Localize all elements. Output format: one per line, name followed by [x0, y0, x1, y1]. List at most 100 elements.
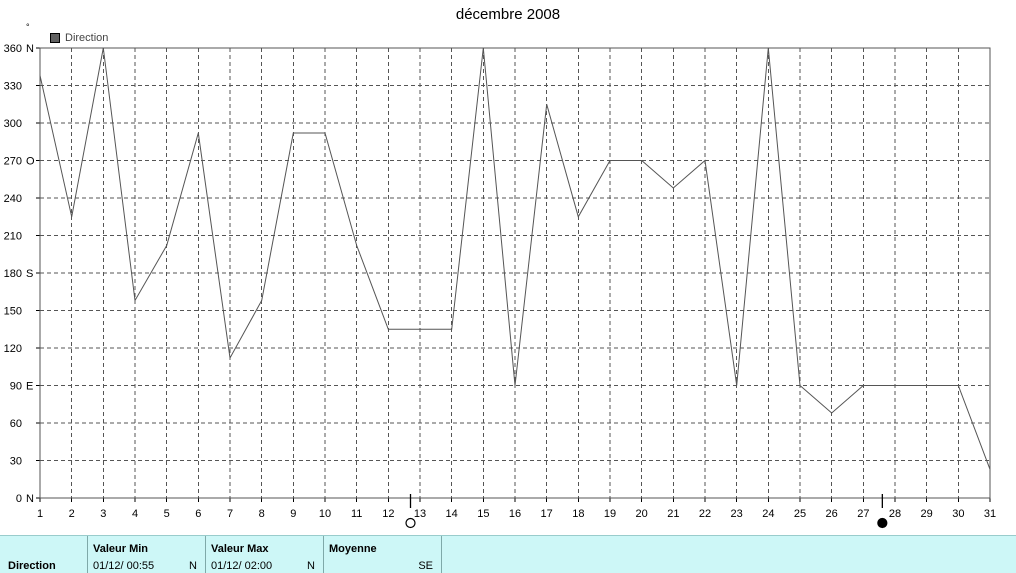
x-tick-label: 4 — [132, 508, 138, 520]
data-point — [609, 159, 612, 162]
x-tick-label: 20 — [636, 508, 648, 520]
x-tick-label: 2 — [69, 508, 75, 520]
x-tick-label: 26 — [826, 508, 838, 520]
data-point — [387, 328, 390, 331]
x-tick-label: 31 — [984, 508, 996, 520]
stats-max-direction: N — [307, 560, 315, 572]
y-tick-direction: S — [26, 268, 33, 280]
data-point — [704, 159, 707, 162]
x-tick-label: 14 — [446, 508, 458, 520]
data-point — [134, 299, 137, 302]
x-tick-label: 9 — [290, 508, 296, 520]
x-tick-label: 8 — [259, 508, 265, 520]
data-point — [830, 412, 833, 415]
stats-min-cell: Valeur Min 01/12/ 00:55 N — [88, 536, 206, 573]
x-tick-label: 15 — [477, 508, 489, 520]
full-moon-icon — [405, 517, 416, 529]
stats-avg-header: Moyenne — [329, 543, 377, 555]
x-tick-label: 18 — [572, 508, 584, 520]
data-point — [672, 187, 675, 190]
x-tick-label: 3 — [100, 508, 106, 520]
y-tick-label: 330 — [4, 81, 22, 93]
stats-min-header: Valeur Min — [93, 543, 149, 555]
x-tick-label: 6 — [195, 508, 201, 520]
legend-swatch — [50, 33, 60, 43]
data-point — [957, 384, 960, 387]
data-point — [735, 384, 738, 387]
y-tick-label: 270 — [4, 156, 22, 168]
plot-frame — [39, 47, 991, 499]
data-point — [324, 132, 327, 135]
data-point — [925, 384, 928, 387]
y-tick-direction: O — [26, 156, 35, 168]
y-tick-label: 360 — [4, 43, 22, 55]
y-tick-direction: N — [26, 43, 34, 55]
y-tick-label: 300 — [4, 118, 22, 130]
data-point — [577, 215, 580, 218]
x-tick-label: 24 — [762, 508, 774, 520]
data-point — [197, 132, 200, 135]
stats-avg-direction: SE — [418, 560, 433, 572]
y-tick-label: 210 — [4, 231, 22, 243]
x-tick-label: 28 — [889, 508, 901, 520]
x-tick-label: 30 — [952, 508, 964, 520]
y-tick-label: 240 — [4, 193, 22, 205]
data-point — [482, 47, 485, 50]
x-tick-label: 12 — [382, 508, 394, 520]
legend[interactable]: Direction — [50, 31, 108, 45]
data-point — [39, 74, 42, 77]
x-tick-label: 17 — [541, 508, 553, 520]
series-line-direction — [39, 47, 991, 470]
stats-min-direction: N — [189, 560, 197, 572]
stats-min-value: 01/12/ 00:55 — [93, 560, 155, 572]
stats-empty-cell — [442, 536, 1016, 573]
y-tick-label: 30 — [10, 456, 22, 468]
stats-max-header: Valeur Max — [211, 543, 269, 555]
stats-name-cell: Direction — [0, 536, 88, 573]
y-tick-label: 120 — [4, 343, 22, 355]
x-tick-label: 10 — [319, 508, 331, 520]
y-tick-label: 60 — [10, 418, 22, 430]
data-point — [894, 384, 897, 387]
x-tick-label: 1 — [37, 508, 43, 520]
x-tick-label: 16 — [509, 508, 521, 520]
data-point — [799, 384, 802, 387]
data-point — [355, 244, 358, 247]
x-tick-label: 13 — [414, 508, 426, 520]
data-point — [102, 47, 105, 50]
data-point — [989, 468, 992, 471]
y-tick-label: 90 — [10, 381, 22, 393]
data-point — [514, 384, 517, 387]
x-tick-label: 11 — [351, 508, 362, 520]
y-tick-direction: N — [26, 493, 34, 505]
data-point — [70, 215, 73, 218]
data-point — [165, 244, 168, 247]
y-tick-label: 0 — [16, 493, 22, 505]
stats-max-cell: Valeur Max 01/12/ 02:00 N — [206, 536, 324, 573]
stats-series-name: Direction — [8, 560, 56, 572]
data-point — [229, 357, 232, 360]
y-tick-direction: E — [26, 381, 33, 393]
x-tick-label: 19 — [604, 508, 616, 520]
x-tick-label: 22 — [699, 508, 711, 520]
chart-title: décembre 2008 — [455, 6, 561, 23]
x-tick-label: 27 — [857, 508, 869, 520]
stats-avg-cell: Moyenne SE — [324, 536, 442, 573]
x-tick-label: 29 — [921, 508, 933, 520]
y-axis-unit: ° — [26, 22, 30, 32]
y-tick-label: 150 — [4, 306, 22, 318]
x-tick-label: 7 — [227, 508, 233, 520]
data-point — [260, 299, 263, 302]
y-tick-label: 180 — [4, 268, 22, 280]
stats-max-value: 01/12/ 02:00 — [211, 560, 273, 572]
legend-label: Direction — [65, 32, 109, 44]
x-tick-label: 21 — [667, 508, 679, 520]
stats-panel: Direction Valeur Min 01/12/ 00:55 N Vale… — [0, 535, 1016, 573]
data-point — [450, 328, 453, 331]
x-tick-label: 23 — [731, 508, 743, 520]
new-moon-icon — [877, 517, 888, 529]
x-tick-label: 25 — [794, 508, 806, 520]
x-tick-label: 5 — [164, 508, 170, 520]
data-point — [640, 159, 643, 162]
